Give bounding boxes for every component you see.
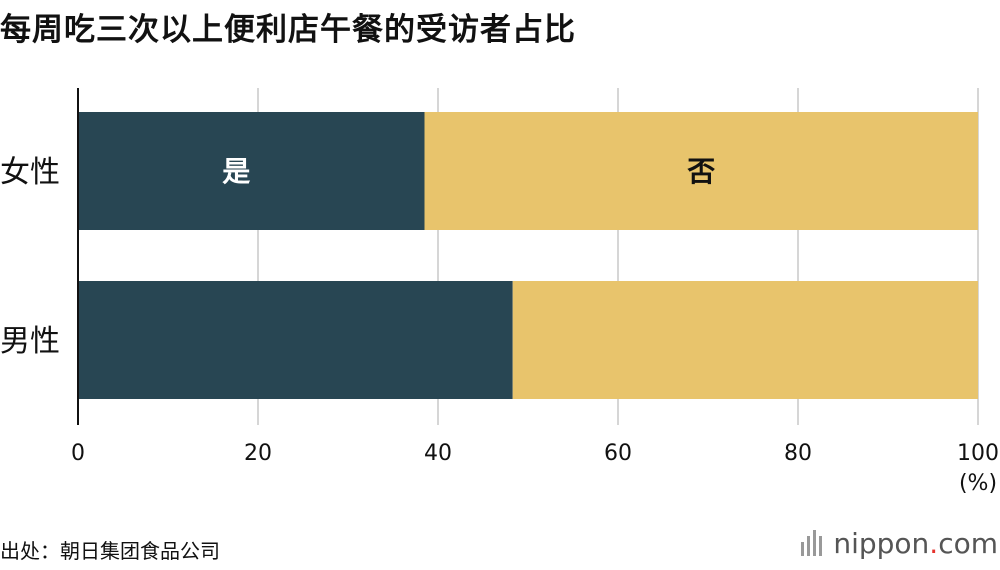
bar-no-male: [512, 281, 978, 399]
logo-bars-icon: [801, 530, 825, 563]
bar-yes-female: [78, 112, 425, 230]
bar-no-female: [424, 112, 978, 230]
logo-dot: .: [929, 527, 939, 560]
x-tick-label: 0: [71, 441, 85, 466]
chart-title: 每周吃三次以上便利店午餐的受访者占比: [0, 12, 576, 48]
stacked-bar-chart: 女性男性 0 20 40 60 80 100(%)是否: [0, 88, 999, 496]
x-tick-label: 100: [957, 441, 999, 466]
bar-series: [78, 112, 978, 399]
x-tick-label: 80: [784, 441, 812, 466]
category-label: 男性: [0, 324, 60, 359]
logo-suffix: com: [938, 527, 998, 560]
category-label: 女性: [0, 155, 60, 190]
source-note: 出处：朝日集团食品公司: [0, 539, 220, 563]
bar-yes-male: [78, 281, 513, 399]
x-tick-label: 60: [604, 441, 632, 466]
series-label-yes: 是: [222, 155, 250, 188]
x-tick-label: 40: [424, 441, 452, 466]
series-label-no: 否: [687, 155, 715, 188]
x-axis: 0 20 40 60 80 100 (%): [71, 88, 999, 496]
x-tick-label: 20: [244, 441, 272, 466]
nippon-logo: nippon.com: [801, 527, 998, 563]
x-unit-label: (%): [959, 471, 997, 496]
logo-name: nippon: [833, 527, 930, 560]
segment-labels: 是否: [222, 155, 715, 188]
